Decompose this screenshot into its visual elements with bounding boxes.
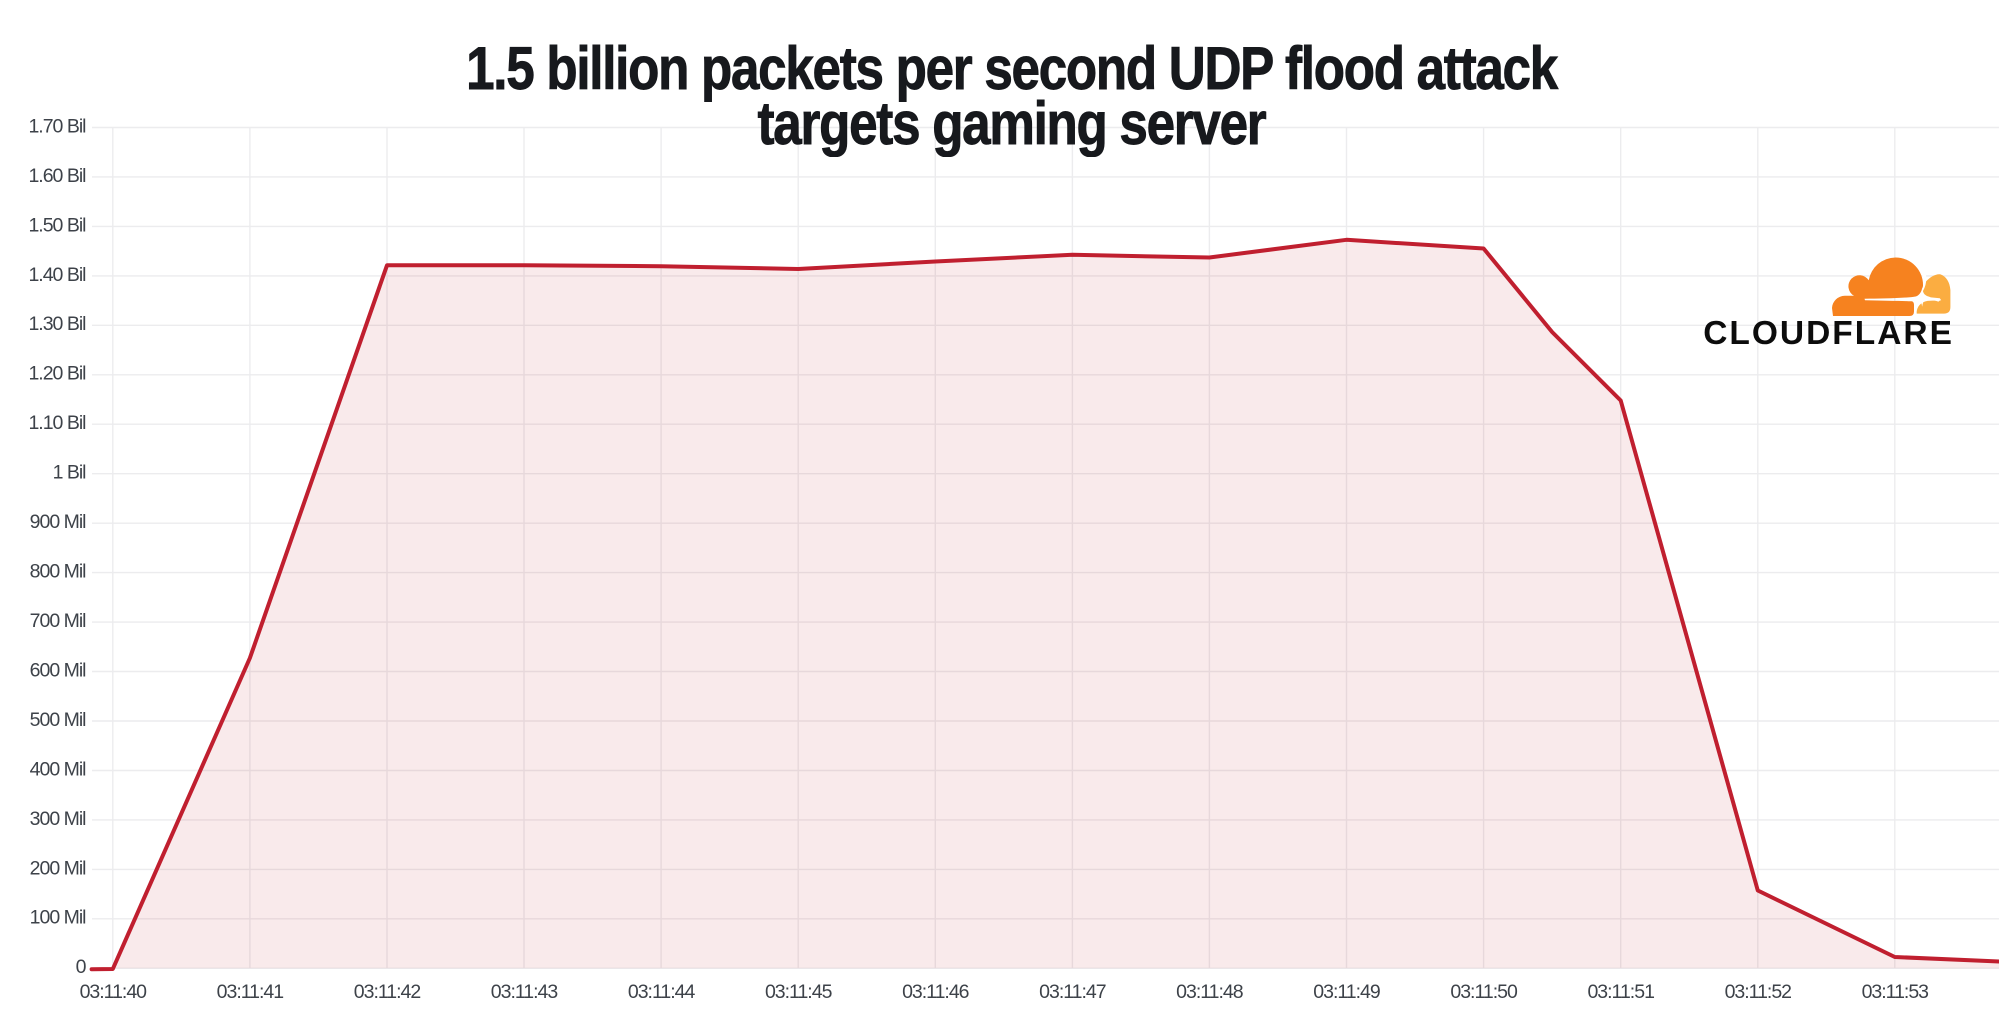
svg-text:900 Mil: 900 Mil [30, 511, 87, 533]
svg-text:03:11:41: 03:11:41 [217, 981, 284, 1003]
svg-text:200 Mil: 200 Mil [30, 857, 87, 879]
svg-text:03:11:40: 03:11:40 [80, 981, 148, 1003]
svg-text:1.70 Bil: 1.70 Bil [28, 115, 86, 137]
svg-text:1.10 Bil: 1.10 Bil [28, 412, 86, 434]
svg-text:1.60 Bil: 1.60 Bil [28, 165, 86, 187]
svg-text:700 Mil: 700 Mil [30, 610, 87, 632]
svg-text:03:11:45: 03:11:45 [765, 981, 833, 1003]
svg-text:0: 0 [76, 956, 87, 978]
svg-text:300 Mil: 300 Mil [30, 808, 87, 830]
svg-text:500 Mil: 500 Mil [30, 709, 87, 731]
svg-text:03:11:44: 03:11:44 [628, 981, 696, 1003]
svg-text:03:11:53: 03:11:53 [1862, 981, 1929, 1003]
svg-text:03:11:43: 03:11:43 [491, 981, 558, 1003]
svg-text:800 Mil: 800 Mil [30, 561, 87, 583]
svg-text:1.20 Bil: 1.20 Bil [28, 363, 86, 385]
svg-text:600 Mil: 600 Mil [30, 659, 87, 681]
svg-text:03:11:50: 03:11:50 [1450, 981, 1518, 1003]
svg-text:400 Mil: 400 Mil [30, 758, 87, 780]
svg-text:03:11:49: 03:11:49 [1313, 981, 1380, 1003]
svg-text:100 Mil: 100 Mil [30, 907, 87, 929]
svg-text:1.40 Bil: 1.40 Bil [28, 264, 86, 286]
svg-text:1.30 Bil: 1.30 Bil [28, 313, 86, 335]
svg-text:03:11:42: 03:11:42 [354, 981, 421, 1003]
svg-text:03:11:48: 03:11:48 [1176, 981, 1243, 1003]
svg-text:03:11:52: 03:11:52 [1725, 981, 1792, 1003]
svg-text:03:11:47: 03:11:47 [1039, 981, 1106, 1003]
svg-text:03:11:46: 03:11:46 [902, 981, 969, 1003]
svg-text:03:11:51: 03:11:51 [1587, 981, 1654, 1003]
svg-text:1 Bil: 1 Bil [53, 462, 87, 484]
svg-text:CLOUDFLARE: CLOUDFLARE [1703, 315, 1954, 352]
svg-text:1.50 Bil: 1.50 Bil [28, 214, 86, 236]
